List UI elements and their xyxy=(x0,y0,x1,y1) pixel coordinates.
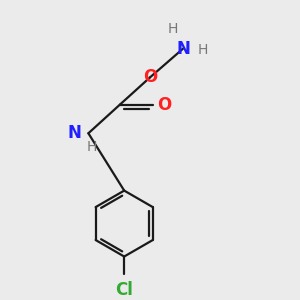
Text: Cl: Cl xyxy=(115,281,133,299)
Text: H: H xyxy=(168,22,178,36)
Text: O: O xyxy=(143,68,157,86)
Text: H: H xyxy=(87,140,97,154)
Text: O: O xyxy=(157,96,172,114)
Text: N: N xyxy=(67,124,81,142)
Text: N: N xyxy=(176,40,190,58)
Text: H: H xyxy=(198,43,208,57)
